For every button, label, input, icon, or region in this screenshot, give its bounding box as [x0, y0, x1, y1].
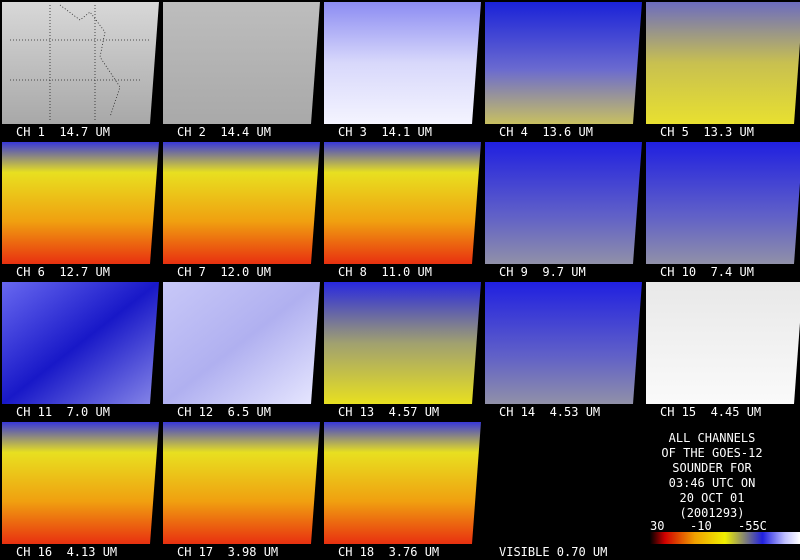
panel-label: CH 13 4.57 UM: [338, 405, 439, 419]
panel-label: CH 1 14.7 UM: [16, 125, 110, 139]
panel-label: CH 9 9.7 UM: [499, 265, 586, 279]
info-line: 03:46 UTC ON: [669, 476, 756, 490]
satellite-image: [2, 142, 159, 264]
info-line: 20 OCT 01: [679, 491, 744, 505]
panel-label: CH 16 4.13 UM: [16, 545, 117, 559]
panel-label: CH 10 7.4 UM: [660, 265, 754, 279]
scale-label: 30: [650, 519, 664, 533]
satellite-image: [485, 2, 642, 124]
credit: NOAA UW-CIMSS: [654, 546, 748, 560]
panel-label: CH 15 4.45 UM: [660, 405, 761, 419]
info-line: (2001293): [679, 506, 744, 520]
satellite-image: [163, 2, 320, 124]
color-scale-bar: [650, 532, 800, 544]
satellite-image: [163, 282, 320, 404]
satellite-image: [324, 282, 481, 404]
info-line: SOUNDER FOR: [672, 461, 752, 475]
satellite-image: [646, 2, 800, 124]
satellite-image: [163, 422, 320, 544]
panel-label: CH 2 14.4 UM: [177, 125, 271, 139]
panel-label: CH 14 4.53 UM: [499, 405, 600, 419]
panel-label: CH 12 6.5 UM: [177, 405, 271, 419]
panel-label: CH 8 11.0 UM: [338, 265, 432, 279]
panel-label: CH 17 3.98 UM: [177, 545, 278, 559]
satellite-image: [324, 142, 481, 264]
panel-label: CH 7 12.0 UM: [177, 265, 271, 279]
satellite-image: [485, 142, 642, 264]
satellite-image: [2, 282, 159, 404]
panel-label: CH 11 7.0 UM: [16, 405, 110, 419]
map-outline: [10, 4, 150, 120]
panel-label: CH 5 13.3 UM: [660, 125, 754, 139]
scale-label: -55C: [738, 519, 767, 533]
satellite-image: [2, 2, 159, 124]
panel-label: CH 3 14.1 UM: [338, 125, 432, 139]
info-line: OF THE GOES-12: [661, 446, 762, 460]
satellite-image: [2, 422, 159, 544]
satellite-image: [163, 142, 320, 264]
satellite-image: [646, 142, 800, 264]
panel-label: CH 18 3.76 UM: [338, 545, 439, 559]
info-line: ALL CHANNELS: [669, 431, 756, 445]
panel-label: CH 4 13.6 UM: [499, 125, 593, 139]
scale-label: -10: [690, 519, 712, 533]
satellite-image: [485, 282, 642, 404]
panel-label: VISIBLE 0.70 UM: [499, 545, 607, 559]
panel-label: CH 6 12.7 UM: [16, 265, 110, 279]
satellite-image: [646, 282, 800, 404]
satellite-image: [324, 422, 481, 544]
satellite-image: [324, 2, 481, 124]
